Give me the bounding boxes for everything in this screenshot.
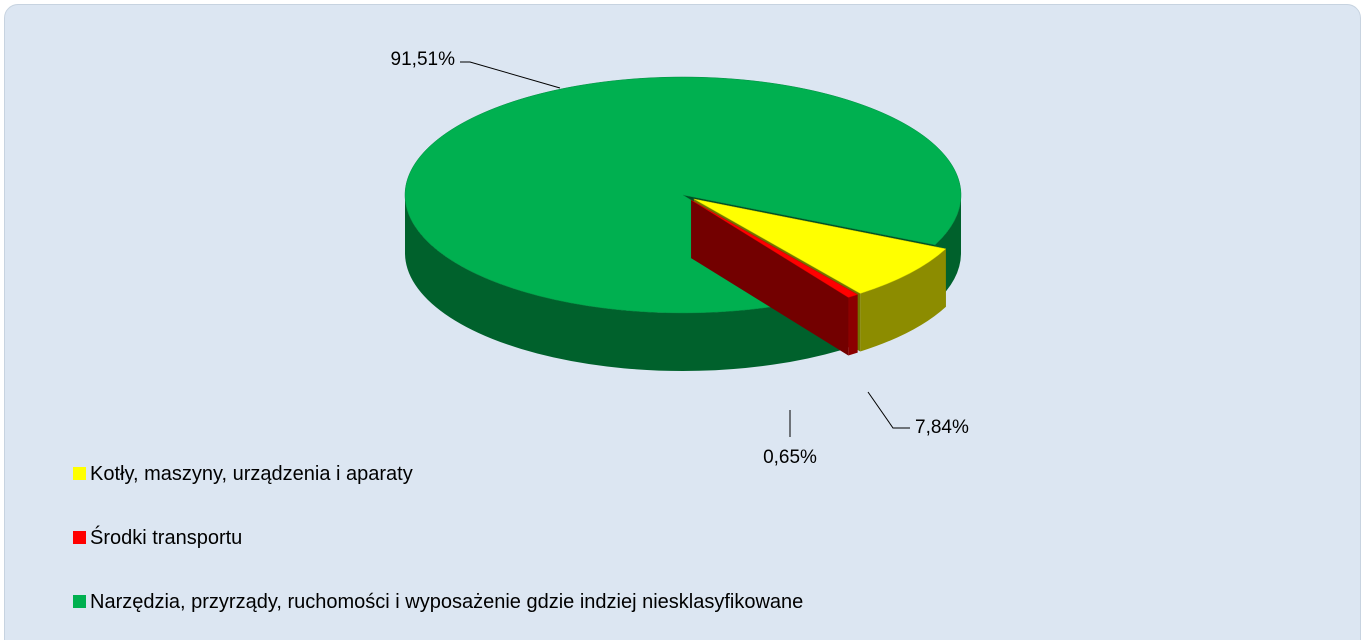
data-label: 0,65% xyxy=(763,447,817,468)
data-label: 7,84% xyxy=(915,417,969,438)
slice xyxy=(693,198,947,294)
legend-swatch xyxy=(73,595,86,608)
slice-side xyxy=(860,248,946,352)
legend-item: Kotły, maszyny, urządzenia i aparaty xyxy=(73,462,853,486)
legend-item: Narzędzia, przyrządy, ruchomości i wypos… xyxy=(73,590,853,614)
legend: Kotły, maszyny, urządzenia i aparaty Środ… xyxy=(73,462,853,640)
legend-label: Kotły, maszyny, urządzenia i aparaty xyxy=(90,463,413,485)
legend-label: Środki transportu xyxy=(90,527,243,549)
data-label: 91,51% xyxy=(391,49,456,70)
legend-swatch xyxy=(73,531,86,544)
slice xyxy=(404,76,962,314)
slice xyxy=(691,199,859,298)
legend-item: Środki transportu xyxy=(73,526,853,550)
slice-side xyxy=(848,294,858,356)
slice-side xyxy=(405,195,841,371)
leader-line xyxy=(460,61,561,89)
leader-line xyxy=(867,391,910,429)
slice-side xyxy=(691,200,849,356)
legend-swatch xyxy=(73,467,86,480)
legend-label: Narzędzia, przyrządy, ruchomości i wypos… xyxy=(90,591,804,613)
